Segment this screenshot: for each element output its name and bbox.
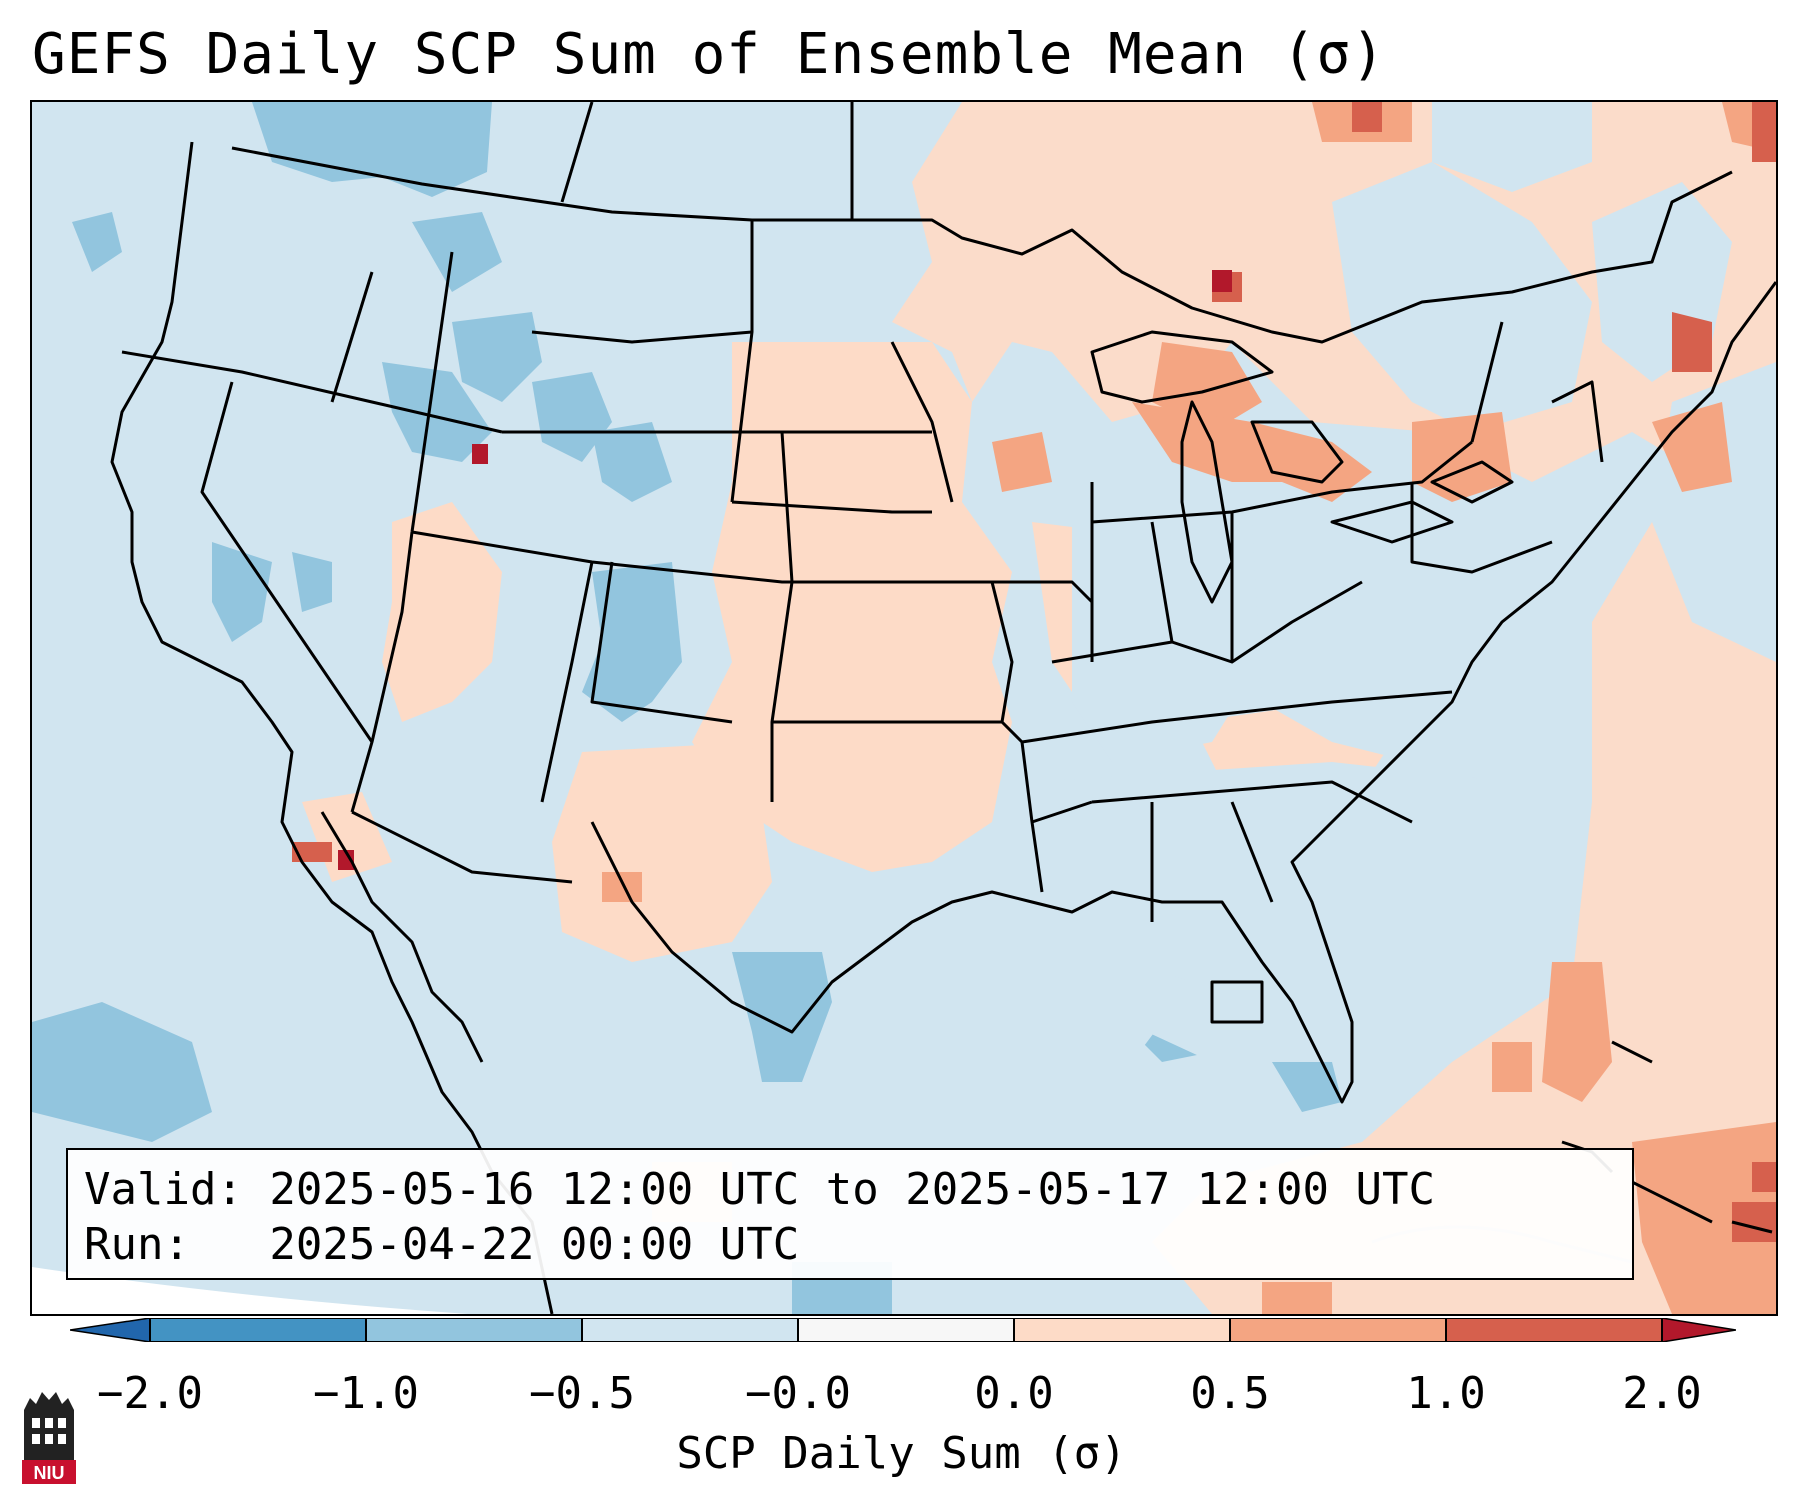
colorbar-bin [1446, 1318, 1662, 1342]
boundaries [110, 102, 1776, 1314]
colorbar-bin [798, 1318, 1014, 1342]
colorbar-tick-label: 1.0 [1406, 1368, 1486, 1419]
colorbar-tick-label: 0.0 [974, 1368, 1054, 1419]
colorbar-tick-label: −1.0 [313, 1368, 419, 1419]
colorbar-under-arrow [70, 1318, 151, 1342]
map-title: GEFS Daily SCP Sum of Ensemble Mean (σ) [32, 22, 1386, 87]
colorbar-tick-label: 2.0 [1622, 1368, 1702, 1419]
colorbar-bin [1230, 1318, 1446, 1342]
projection-edge [32, 1267, 468, 1314]
run-time-text: Run: 2025-04-22 00:00 UTC [84, 1219, 800, 1270]
valid-time-text: Valid: 2025-05-16 12:00 UTC to 2025-05-1… [84, 1164, 1436, 1215]
validity-info-box: Valid: 2025-05-16 12:00 UTC to 2025-05-1… [66, 1148, 1634, 1280]
niu-logo: NIU [22, 1392, 76, 1484]
high-anomaly-patches [292, 102, 1776, 1242]
colorbar-bin [582, 1318, 798, 1342]
colorbar-tick-label: 0.5 [1190, 1368, 1270, 1419]
colorbar-bin [1014, 1318, 1230, 1342]
colorbar [70, 1318, 1736, 1342]
colorbar-tick-label: −0.5 [529, 1368, 635, 1419]
map-panel[interactable] [30, 100, 1778, 1316]
svg-text:NIU: NIU [34, 1463, 65, 1483]
colorbar-tick-label: −2.0 [97, 1368, 203, 1419]
colorbar-bin [150, 1318, 366, 1342]
colorbar-tick-label: −0.0 [745, 1368, 851, 1419]
colorbar-over-arrow [1661, 1318, 1736, 1342]
scp-map [32, 102, 1776, 1314]
colorbar-label: SCP Daily Sum (σ) [676, 1428, 1127, 1479]
colorbar-bin [366, 1318, 582, 1342]
